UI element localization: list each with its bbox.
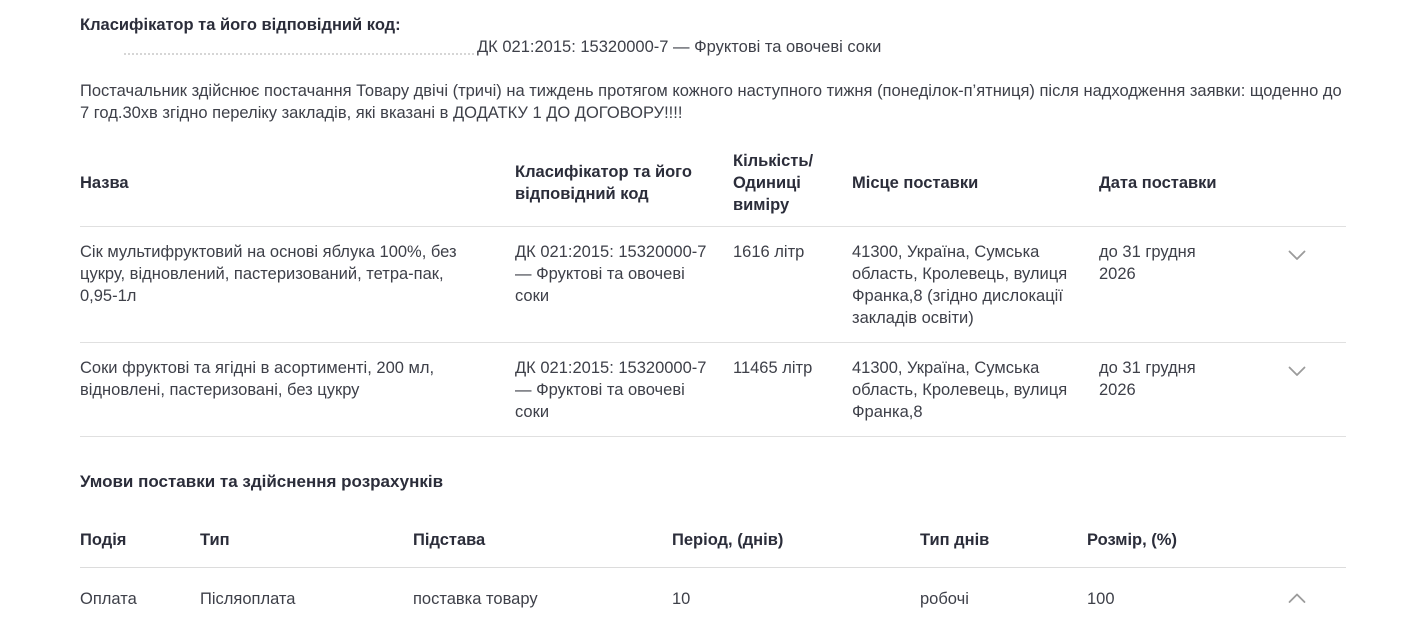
col-header-size: Розмір, (%) [1087, 493, 1249, 568]
col-header-period: Період, (днів) [672, 493, 920, 568]
items-table: Назва Класифікатор та його відповідний к… [80, 150, 1346, 437]
expand-row-button[interactable] [1249, 226, 1346, 343]
term-size: 100 [1087, 567, 1249, 628]
col-header-place: Місце поставки [852, 150, 1099, 227]
item-name: Сік мультифруктовий на основі яблука 100… [80, 226, 515, 343]
col-header-name: Назва [80, 150, 515, 227]
term-type: Післяоплата [200, 567, 413, 628]
item-quantity: 11465 літр [733, 342, 852, 437]
expand-row-button[interactable] [1249, 342, 1346, 437]
term-basis: поставка товару [413, 567, 672, 628]
delivery-note: Постачальник здійснює постачання Товару … [80, 82, 1342, 122]
col-header-basis: Підстава [413, 493, 672, 568]
col-header-classifier: Класифікатор та його відповідний код [515, 150, 733, 227]
item-code: ДК 021:2015: 15320000-7 — Фруктові та ов… [515, 226, 733, 343]
term-day-type: робочі [920, 567, 1087, 628]
col-header-day-type: Тип днів [920, 493, 1087, 568]
col-header-event: Подія [80, 493, 200, 568]
classifier-label: Класифікатор та його відповідний код: [80, 16, 401, 34]
classifier-row: Класифікатор та його відповідний код: ДК… [80, 14, 1346, 58]
table-row: Соки фруктові та ягідні в асортименті, 2… [80, 342, 1346, 437]
col-header-quantity: Кількість/Одиниці виміру [733, 150, 852, 227]
item-date: до 31 грудня 2026 [1099, 226, 1249, 343]
term-event: Оплата [80, 567, 200, 628]
item-quantity: 1616 літр [733, 226, 852, 343]
col-header-expand [1249, 150, 1346, 227]
chevron-up-icon[interactable] [1288, 593, 1306, 604]
collapse-row-button[interactable] [1249, 567, 1346, 628]
item-place: 41300, Україна, Сумська область, Кролеве… [852, 226, 1099, 343]
item-code: ДК 021:2015: 15320000-7 — Фруктові та ов… [515, 342, 733, 437]
items-table-header-row: Назва Класифікатор та його відповідний к… [80, 150, 1346, 227]
table-row: Сік мультифруктовий на основі яблука 100… [80, 226, 1346, 343]
item-place: 41300, Україна, Сумська область, Кролеве… [852, 342, 1099, 437]
terms-table-header-row: Подія Тип Підстава Період, (днів) Тип дн… [80, 493, 1346, 568]
col-header-type: Тип [200, 493, 413, 568]
chevron-down-icon[interactable] [1288, 250, 1306, 261]
col-header-date: Дата поставки [1099, 150, 1249, 227]
col-header-collapse [1249, 493, 1346, 568]
classifier-value: ДК 021:2015: 15320000-7 — Фруктові та ов… [477, 38, 882, 56]
chevron-down-icon[interactable] [1288, 366, 1306, 377]
dotted-leader [124, 53, 474, 55]
table-row: Оплата Післяоплата поставка товару 10 ро… [80, 567, 1346, 628]
terms-table: Подія Тип Підстава Період, (днів) Тип дн… [80, 493, 1346, 628]
term-period: 10 [672, 567, 920, 628]
section-title-terms: Умови поставки та здійснення розрахунків [80, 472, 444, 491]
item-date: до 31 грудня 2026 [1099, 342, 1249, 437]
item-name: Соки фруктові та ягідні в асортименті, 2… [80, 342, 515, 437]
